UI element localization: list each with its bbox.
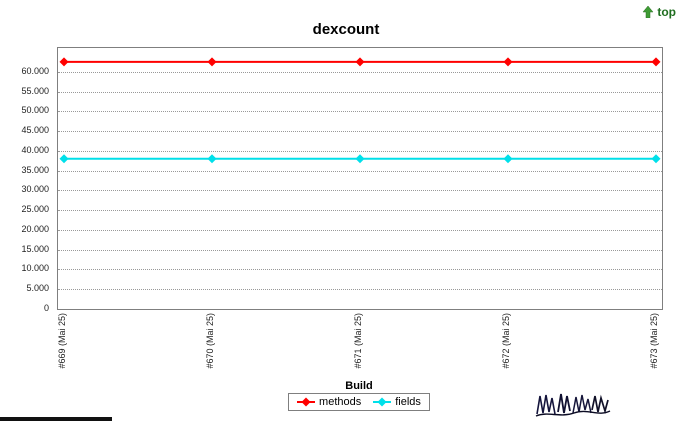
- data-point-marker: [651, 57, 661, 67]
- legend-item-methods: methods: [297, 396, 361, 408]
- x-tick-label: #670 (Mai 25): [205, 313, 215, 369]
- gridline: [58, 91, 662, 93]
- legend-item-fields: fields: [373, 396, 421, 408]
- y-tick-label: 10.000: [21, 263, 49, 274]
- y-tick-label: 30.000: [21, 184, 49, 195]
- gridline: [58, 210, 662, 212]
- data-point-marker: [59, 57, 69, 67]
- y-tick-label: 15.000: [21, 243, 49, 254]
- y-tick-label: 25.000: [21, 204, 49, 215]
- series-plot-svg: [59, 57, 661, 164]
- top-link[interactable]: top: [642, 5, 676, 19]
- y-axis: 0 5.000 10.000 15.000 20.000 25.000 30.000 35.0…: [0, 47, 53, 313]
- top-link-label: top: [657, 5, 676, 19]
- x-tick-label: #673 (Mai 25): [649, 313, 659, 369]
- y-tick-label: 5.000: [26, 283, 49, 294]
- legend-diamond-marker-icon: [297, 397, 316, 407]
- chart-title: dexcount: [312, 21, 380, 38]
- data-point-marker: [355, 154, 365, 164]
- gridline: [58, 190, 662, 192]
- gridline: [58, 269, 662, 271]
- y-tick-label: 45.000: [21, 125, 49, 136]
- illegible-text-artifact: [535, 393, 611, 417]
- x-axis: #669 (Mai 25) #670 (Mai 25) #671 (Mai 25) #…: [57, 313, 661, 379]
- gridline: [58, 111, 662, 113]
- up-arrow-icon: [642, 6, 654, 18]
- y-tick-label: 35.000: [21, 164, 49, 175]
- y-tick-label: 0: [43, 303, 49, 313]
- legend-row: methods fields: [57, 393, 661, 411]
- data-point-marker: [207, 57, 217, 67]
- x-tick-label: #669 (Mai 25): [57, 313, 67, 369]
- y-tick-label: 60.000: [21, 65, 49, 76]
- data-point-marker: [355, 57, 365, 67]
- data-point-marker: [207, 154, 217, 164]
- y-tick-label: 50.000: [21, 105, 49, 116]
- data-point-marker: [651, 154, 661, 164]
- legend-diamond-marker-icon: [373, 397, 392, 407]
- y-tick-label: 20.000: [21, 223, 49, 234]
- data-point-marker: [503, 57, 513, 67]
- x-axis-title: Build: [345, 380, 373, 392]
- data-point-marker: [503, 154, 513, 164]
- gridline: [58, 249, 662, 251]
- x-tick-label: #672 (Mai 25): [501, 313, 511, 369]
- legend-label: fields: [395, 396, 421, 408]
- gridline: [58, 131, 662, 133]
- chart-legend: methods fields: [288, 393, 430, 411]
- gridline: [58, 289, 662, 291]
- cropped-bottom-element: [0, 417, 112, 421]
- plot-area: [57, 47, 663, 310]
- data-point-marker: [59, 154, 69, 164]
- gridline: [58, 71, 662, 73]
- gridline: [58, 170, 662, 172]
- y-tick-label: 55.000: [21, 85, 49, 96]
- legend-label: methods: [319, 396, 362, 408]
- gridline: [58, 150, 662, 152]
- x-tick-label: #671 (Mai 25): [353, 313, 363, 369]
- y-tick-label: 40.000: [21, 144, 49, 155]
- gridline: [58, 229, 662, 231]
